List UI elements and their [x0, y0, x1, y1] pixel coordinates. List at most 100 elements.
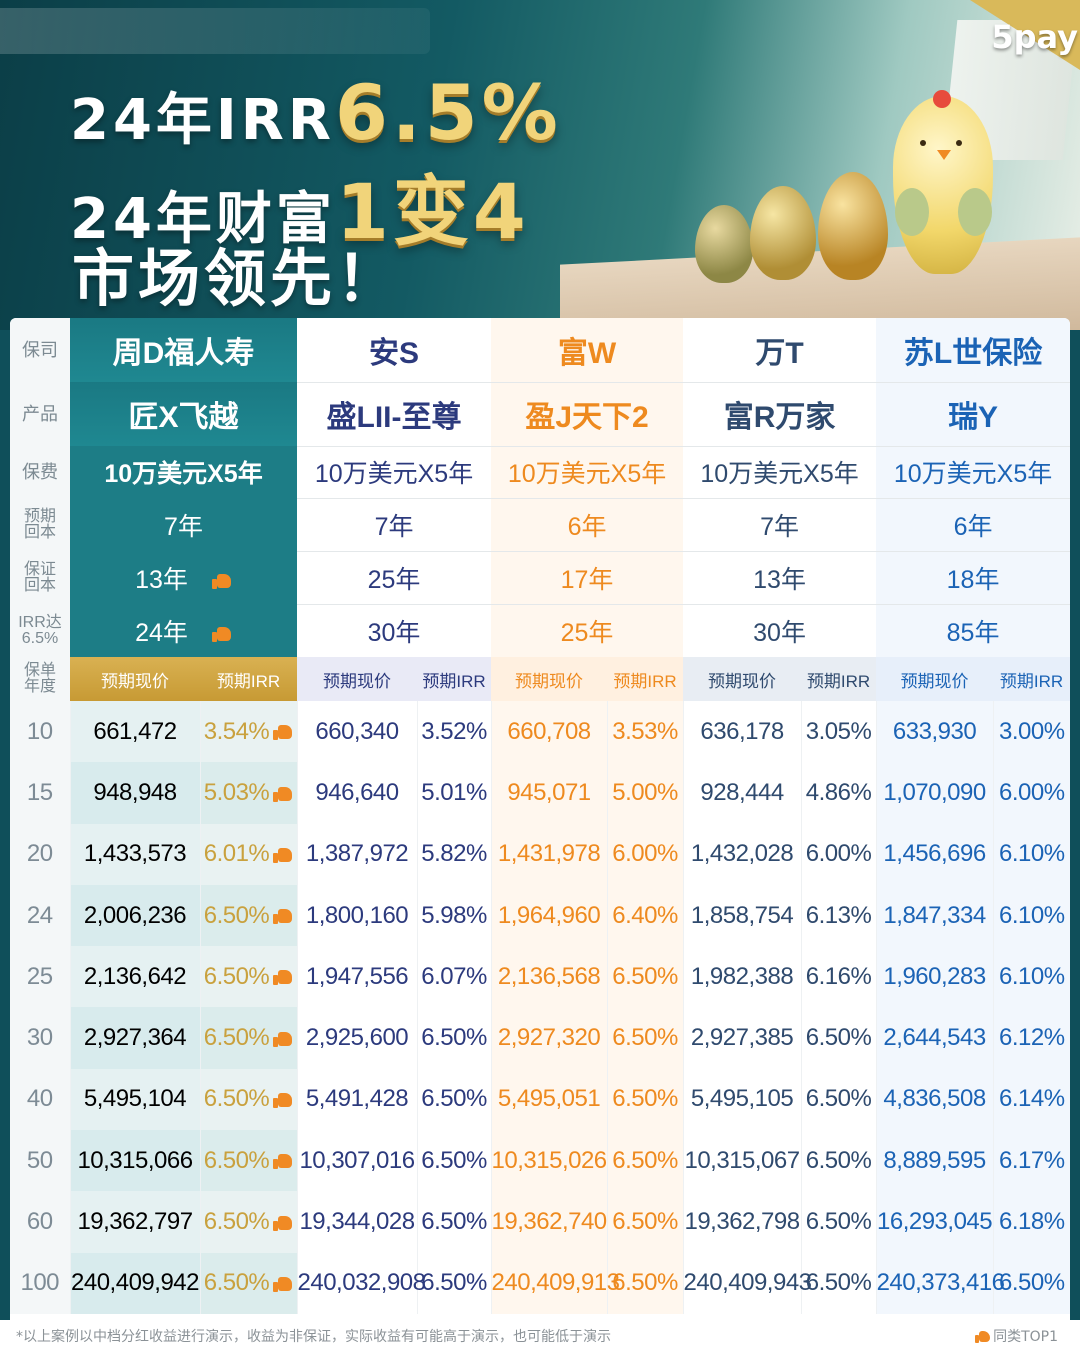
thumbs-up-icon [273, 846, 293, 864]
irr-cell: 6.01% [200, 824, 297, 885]
cash-value-cell: 5,495,104 [70, 1069, 200, 1130]
irr-value: 6.50% [204, 902, 270, 929]
table-row: 25 2,136,642 6.50% 1,947,556 6.07% 2,136,568 6… [10, 946, 1070, 1007]
row-label-product: 产品 [10, 382, 70, 446]
top1-badge: 同类TOP1 [975, 1320, 1058, 1355]
footer: *以上案例以中档分红收益进行演示，收益为非保证，实际收益有可能高于演示，也可能低… [0, 1320, 1080, 1355]
brand-logo: 5pay [991, 18, 1078, 56]
cash-value-cell: 1,847,334 [876, 885, 993, 946]
irr-cell: 6.50% [200, 1069, 297, 1130]
irr-cell: 6.50% [801, 1007, 876, 1068]
chick-wing-icon [895, 188, 929, 236]
guaranteed-payback-value: 13年 [135, 566, 188, 594]
cash-value-cell: 5,491,428 [297, 1069, 417, 1130]
policy-year-cell: 100 [10, 1253, 70, 1314]
row-label-premium: 保费 [10, 446, 70, 498]
policy-year-cell: 60 [10, 1191, 70, 1252]
policy-year-cell: 40 [10, 1069, 70, 1130]
row-label-guaranteed-payback: 保证 回本 [10, 551, 70, 604]
irr-cell: 6.50% [417, 1069, 491, 1130]
irr-value: 5.03% [204, 779, 270, 806]
irr-cell: 6.50% [200, 885, 297, 946]
cash-value-cell: 1,964,960 [491, 885, 607, 946]
cash-value-cell: 2,136,568 [491, 946, 607, 1007]
product-name: 匠X飞越 [70, 382, 297, 446]
irr-cell: 4.86% [801, 762, 876, 823]
policy-year-cell: 50 [10, 1130, 70, 1191]
irr-cell: 6.50% [801, 1069, 876, 1130]
irr-cell: 6.50% [607, 1253, 683, 1314]
cash-value-cell: 633,930 [876, 701, 993, 762]
cash-value-cell: 945,071 [491, 762, 607, 823]
premium-value: 10万美元X5年 [876, 446, 1070, 498]
top1-badge-label: 同类TOP1 [993, 1329, 1058, 1345]
cash-value-cell: 8,889,595 [876, 1130, 993, 1191]
hero-top-bar [0, 8, 430, 54]
irr-reach-value: 30年 [297, 604, 491, 657]
irr-cell: 6.18% [993, 1191, 1070, 1252]
expected-payback-value: 7年 [70, 498, 297, 551]
irr-cell: 6.50% [200, 946, 297, 1007]
irr-cell: 6.50% [200, 1007, 297, 1068]
thumbs-up-icon [273, 723, 293, 741]
irr-cell: 6.14% [993, 1069, 1070, 1130]
cash-value-cell: 19,362,797 [70, 1191, 200, 1252]
premium-value: 10万美元X5年 [683, 446, 876, 498]
cash-value-cell: 948,948 [70, 762, 200, 823]
thumbs-up-icon [273, 968, 293, 986]
disclaimer-text: *以上案例以中档分红收益进行演示，收益为非保证，实际收益有可能高于演示，也可能低… [16, 1329, 611, 1345]
expected-payback-value: 7年 [297, 498, 491, 551]
cash-value-cell: 661,472 [70, 701, 200, 762]
cash-value-cell: 1,982,388 [683, 946, 801, 1007]
thumbs-up-icon [273, 1152, 293, 1170]
irr-cell: 6.00% [993, 762, 1070, 823]
row-label-expected-payback: 预期 回本 [10, 498, 70, 551]
irr-value: 3.54% [204, 718, 270, 745]
policy-year-cell: 10 [10, 701, 70, 762]
premium-value: 10万美元X5年 [491, 446, 683, 498]
irr-cell: 6.50% [993, 1253, 1070, 1314]
irr-cell: 6.50% [607, 1191, 683, 1252]
headline-line-1: 24年IRR6.5% [70, 68, 562, 157]
headline-line-3: 市场领先！ [72, 228, 402, 318]
guaranteed-payback-value: 17年 [491, 551, 683, 604]
irr-cell: 6.50% [607, 1069, 683, 1130]
table-row: 15 948,948 5.03% 946,640 5.01% 945,071 5.00% 92… [10, 762, 1070, 823]
irr-cell: 6.50% [200, 1191, 297, 1252]
cash-value-cell: 2,644,543 [876, 1007, 993, 1068]
thumbs-up-icon [273, 1214, 293, 1232]
cash-value-cell: 660,340 [297, 701, 417, 762]
irr-value: 6.50% [204, 1208, 270, 1235]
cash-value-cell: 5,495,105 [683, 1069, 801, 1130]
product-row: 产品 匠X飞越 盛LII-至尊 盈J天下2 富R万家 瑞Y [10, 382, 1070, 446]
irr-cell: 6.10% [993, 946, 1070, 1007]
thumbs-up-icon [273, 1275, 293, 1293]
irr-cell: 3.05% [801, 701, 876, 762]
cash-value-cell: 5,495,051 [491, 1069, 607, 1130]
subheader-row: 保单 年度 预期现价 预期IRR 预期现价 预期IRR 预期现价 预期IRR 预… [10, 657, 1070, 701]
subheader-irr: 预期IRR [417, 657, 491, 701]
table-row: 20 1,433,573 6.01% 1,387,972 5.82% 1,431,978 6… [10, 824, 1070, 885]
cash-value-cell: 2,136,642 [70, 946, 200, 1007]
irr-cell: 6.50% [200, 1130, 297, 1191]
cash-value-cell: 240,409,942 [70, 1253, 200, 1314]
subheader-irr: 预期IRR [607, 657, 683, 701]
cash-value-cell: 19,362,798 [683, 1191, 801, 1252]
guaranteed-payback-cell: 13年 [70, 551, 297, 604]
comparison-table: 保司 周D福人寿 安S 富W 万T 苏L世保险 产品 匠X飞越 盛LII-至尊 … [10, 318, 1070, 1314]
irr-reach-value: 85年 [876, 604, 1070, 657]
cash-value-cell: 1,070,090 [876, 762, 993, 823]
irr-value: 6.50% [204, 1024, 270, 1051]
cash-value-cell: 2,927,364 [70, 1007, 200, 1068]
chick-wing-icon [958, 188, 992, 236]
thumbs-up-icon [273, 1091, 293, 1109]
irr-value: 6.01% [204, 840, 270, 867]
table-row: 10 661,472 3.54% 660,340 3.52% 660,708 3.53% 63… [10, 701, 1070, 762]
irr-cell: 6.16% [801, 946, 876, 1007]
irr-value: 6.50% [204, 963, 270, 990]
irr-reach-value: 24年 [135, 619, 188, 647]
cash-value-cell: 16,293,045 [876, 1191, 993, 1252]
irr-cell: 3.54% [200, 701, 297, 762]
cash-value-cell: 19,362,740 [491, 1191, 607, 1252]
cash-value-cell: 1,387,972 [297, 824, 417, 885]
